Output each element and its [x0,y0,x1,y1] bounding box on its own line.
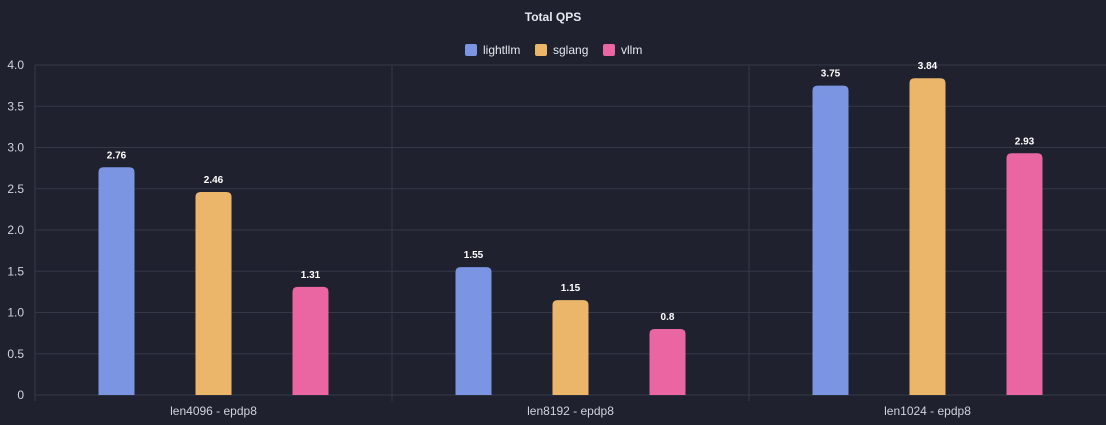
y-tick-label: 2.0 [7,223,24,237]
bar-lightllm[interactable] [455,267,492,395]
legend-swatch [465,44,477,56]
y-tick-label: 2.5 [7,182,24,196]
value-labels: 2.76 2.46 1.31 1.55 1.15 0.8 3.75 3.84 2.93 [107,61,1035,323]
bar-vllm[interactable] [1006,153,1043,395]
y-tick-label: 4.0 [7,58,24,72]
legend-label: sglang [553,43,588,57]
bar-vllm[interactable] [292,286,329,395]
y-axis: 0 0.5 1.0 1.5 2.0 2.5 3.0 3.5 4.0 [7,58,24,402]
y-tick-label: 3.5 [7,99,24,113]
x-category-label: len4096 - epdp8 [170,404,257,418]
bar-lightllm[interactable] [812,85,849,395]
legend-item-sglang[interactable]: sglang [535,43,588,57]
legend[interactable]: lightllm sglang vllm [465,43,642,57]
legend-swatch [603,44,615,56]
bar-value-label: 1.15 [561,283,581,294]
y-tick-label: 0 [17,388,24,402]
bar-value-label: 1.55 [464,250,484,261]
legend-swatch [535,44,547,56]
bar-value-label: 2.46 [204,175,224,186]
x-category-label: len8192 - epdp8 [527,404,614,418]
bar-value-label: 1.31 [301,270,321,281]
bars [98,78,1043,395]
bar-sglang[interactable] [552,300,589,395]
bar-value-label: 2.76 [107,150,127,161]
chart-title: Total QPS [525,10,581,24]
bar-value-label: 0.8 [661,312,675,323]
y-tick-label: 1.0 [7,306,24,320]
y-tick-label: 3.0 [7,141,24,155]
bar-sglang[interactable] [195,192,232,395]
bar-value-label: 3.84 [918,61,938,72]
bar-vllm[interactable] [649,329,686,395]
legend-item-lightllm[interactable]: lightllm [465,43,520,57]
x-category-label: len1024 - epdp8 [884,404,971,418]
legend-label: vllm [621,43,642,57]
legend-label: lightllm [483,43,520,57]
y-tick-label: 0.5 [7,347,24,361]
y-tick-label: 1.5 [7,264,24,278]
bar-sglang[interactable] [909,78,946,395]
bar-value-label: 3.75 [821,69,841,80]
x-axis: len4096 - epdp8 len8192 - epdp8 len1024 - … [170,404,971,418]
bar-value-label: 2.93 [1015,136,1035,147]
legend-item-vllm[interactable]: vllm [603,43,642,57]
bar-lightllm[interactable] [98,167,135,395]
